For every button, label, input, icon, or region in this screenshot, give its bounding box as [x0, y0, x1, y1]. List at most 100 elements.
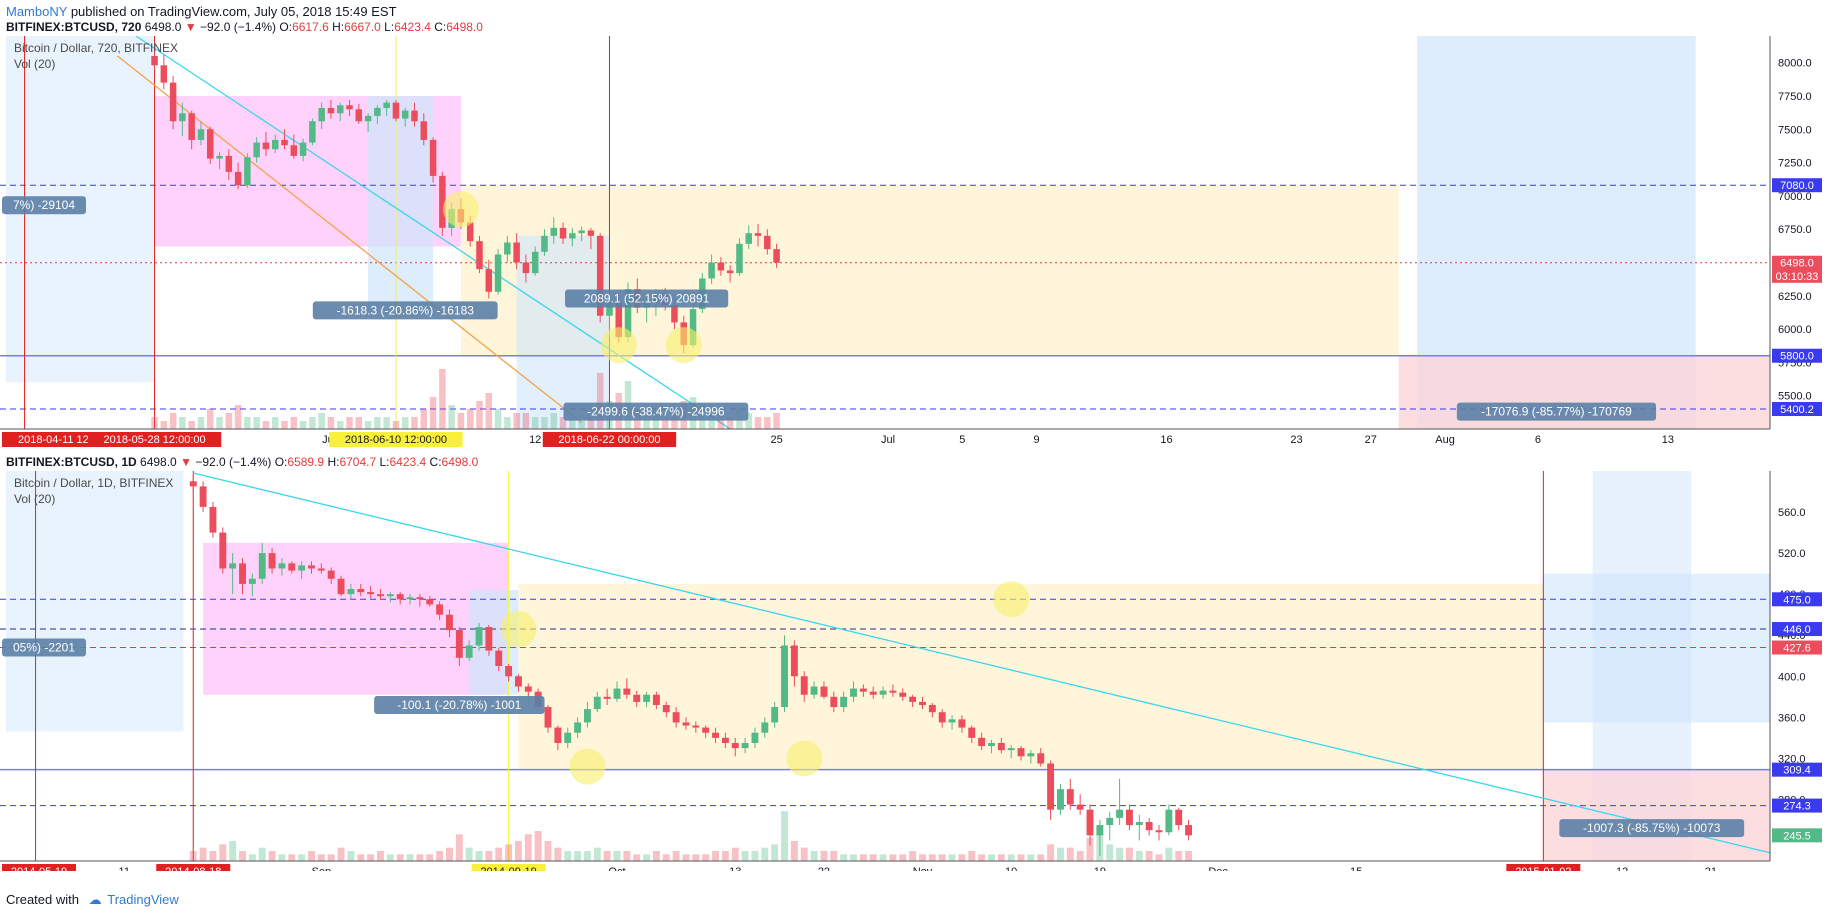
measure-label: -17076.9 (-85.77%) -170769	[1481, 405, 1632, 419]
candle-body	[249, 579, 256, 584]
candle-body	[513, 242, 519, 262]
candle-body	[328, 571, 335, 579]
candle-body	[712, 733, 719, 738]
candle-body	[421, 121, 427, 140]
candle-body	[1077, 805, 1084, 810]
time-tick-label: 21	[1705, 866, 1717, 871]
time-tick-label: 15	[1350, 866, 1362, 871]
volume-bar	[298, 854, 305, 861]
volume-bar	[421, 409, 427, 429]
chart-header: MamboNY published on TradingView.com, Ju…	[6, 4, 397, 20]
candle-body	[239, 563, 246, 584]
price-tick-label: 7750.0	[1778, 91, 1812, 103]
volume-bar	[430, 397, 436, 429]
price-tick-label: 560.0	[1778, 507, 1806, 519]
candle-body	[456, 630, 463, 658]
candle-body	[1057, 789, 1064, 810]
pane-1-symbol[interactable]: BITFINEX:BTCUSD	[6, 20, 115, 34]
volume-bar	[272, 417, 278, 429]
volume-bar	[742, 851, 749, 861]
candle-body	[569, 233, 575, 238]
pane-2-interval[interactable]: 1D	[121, 455, 136, 469]
pane-2-chart[interactable]: -100.1 (-20.78%) -1001 05%) -2201 -1007.3 …	[0, 471, 1830, 871]
volume-bar	[393, 421, 399, 429]
volume-bar	[545, 841, 552, 861]
pane-1-chart[interactable]: -1618.3 (-20.86%) -16183 2089.1 (52.15%) …	[0, 36, 1830, 452]
measure-label: -1007.3 (-85.75%) -10073	[1583, 821, 1721, 835]
chart-title: Bitcoin / Dollar, 720, BITFINEX	[14, 41, 178, 55]
volume-bar	[513, 413, 519, 429]
volume-bar	[840, 854, 847, 861]
pane-1-infobar: BITFINEX:BTCUSD, 720 6498.0 ▼ −92.0 (−1.…	[6, 20, 483, 35]
candle-body	[188, 113, 194, 140]
author-name[interactable]: MamboNY	[6, 4, 67, 19]
candle-body	[374, 108, 380, 116]
candle-body	[393, 103, 399, 119]
volume-bar	[702, 854, 709, 861]
candle-body	[742, 743, 749, 748]
candle-body	[752, 733, 759, 743]
tradingview-brand-link[interactable]: TradingView	[107, 892, 179, 907]
candle-body	[860, 689, 867, 692]
candle-body	[840, 697, 847, 707]
volume-bar	[357, 854, 364, 861]
volume-bar	[504, 417, 510, 429]
measure-label: 05%) -2201	[13, 641, 75, 655]
pane-1-last: 6498.0	[145, 20, 182, 34]
candle-body	[929, 705, 936, 712]
highlight-circle	[666, 327, 702, 363]
price-tick-label: 6250.0	[1778, 291, 1812, 303]
volume-bar	[300, 421, 306, 429]
candle-body	[318, 108, 324, 121]
volume-bar	[411, 417, 417, 429]
tradingview-logo-icon[interactable]: ☁	[89, 892, 102, 907]
candle-body	[291, 145, 297, 156]
candle-body	[594, 697, 601, 709]
candle-body	[909, 697, 916, 702]
volume-bar	[219, 844, 226, 861]
candle-body	[229, 563, 236, 568]
candle-body	[773, 249, 779, 263]
volume-bar	[1008, 854, 1015, 861]
measure-label: -2499.6 (-38.47%) -24996	[587, 405, 725, 419]
volume-bar	[328, 854, 335, 861]
volume-bar	[781, 811, 788, 861]
candle-body	[446, 615, 453, 630]
volume-bar	[1146, 851, 1153, 861]
price-tag-label: 446.0	[1783, 624, 1811, 636]
highlight-circle	[569, 749, 605, 785]
candle-body	[880, 691, 887, 695]
pane-2-symbol[interactable]: BITFINEX:BTCUSD	[6, 455, 115, 469]
volume-bar	[383, 417, 389, 429]
candle-body	[755, 233, 761, 236]
volume-bar	[673, 851, 680, 861]
volume-bar	[281, 421, 287, 429]
volume-bar	[467, 409, 473, 429]
candle-body	[367, 592, 374, 594]
time-tick-label: 13	[1662, 434, 1674, 446]
volume-bar	[752, 851, 759, 861]
volume-bar	[773, 413, 779, 429]
candle-body	[1087, 810, 1094, 836]
candle-body	[1126, 810, 1133, 825]
candle-body	[870, 692, 877, 695]
candle-body	[1106, 818, 1113, 825]
date-marker-label: 2015-01-02	[1515, 866, 1571, 871]
volume-bar	[761, 848, 768, 861]
volume-bar	[426, 854, 433, 861]
volume-bar	[1018, 854, 1025, 861]
pane-1-interval[interactable]: 720	[121, 20, 141, 34]
candle-body	[219, 533, 226, 569]
candle-body	[588, 231, 594, 236]
candle-body	[365, 116, 371, 121]
candle-body	[1175, 810, 1182, 825]
volume-bar	[1185, 851, 1192, 861]
price-tag-label: 5400.2	[1780, 404, 1814, 416]
highlight-circle	[500, 611, 536, 647]
time-tick-label: 9	[1033, 434, 1039, 446]
candle-body	[791, 645, 798, 676]
volume-bar	[663, 854, 670, 861]
volume-bar	[623, 851, 630, 861]
volume-bar	[448, 405, 454, 429]
volume-bar	[643, 854, 650, 861]
